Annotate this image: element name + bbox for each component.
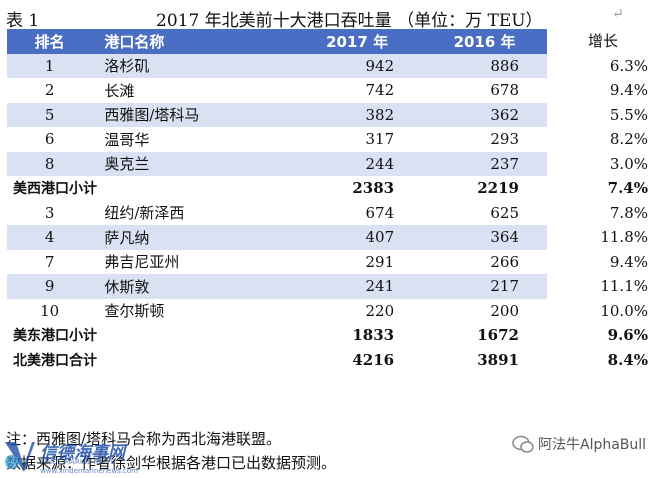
value-2016-cell: 266 — [490, 252, 519, 271]
growth-cell: 11.1% — [600, 277, 648, 295]
value-2016-cell: 886 — [422, 53, 547, 78]
alphabull-text: 阿法牛AlphaBull — [538, 437, 647, 453]
growth-cell: 6.3% — [609, 56, 648, 75]
table-header-row: 排名 港口名称 2017 年 2016 年 — [7, 29, 547, 54]
value-2016-cell: 362 — [422, 102, 547, 127]
data-source-note: 数据来源：作者徐剑华根据各港口已出数据预测。 — [6, 452, 336, 473]
rank-cell: 6 — [44, 130, 55, 149]
xinde-watermark: 信德海事网 XINDE MARINE NEWS www.xindemarinen… — [0, 434, 200, 478]
growth-cell: 8.2% — [609, 130, 648, 148]
rank-cell: 1 — [7, 53, 93, 78]
value-2017-cell: 742 — [365, 81, 395, 100]
table-row: 10 查尔斯顿 220 200 — [7, 299, 547, 324]
table-row: 1 洛杉矶 942 886 — [7, 53, 547, 78]
growth-cell: 7.4% — [607, 179, 648, 197]
value-2016-cell: 2219 — [477, 179, 519, 198]
port-name-cell: 查尔斯顿 — [104, 302, 165, 321]
caption-title: 2017 年北美前十大港口吞吐量 （单位：万 TEU） — [156, 11, 543, 31]
table-row: 4 萨凡纳 407 364 — [7, 225, 547, 250]
growth-cell: 9.4% — [609, 252, 648, 271]
value-2016-cell: 1672 — [477, 326, 519, 345]
value-2016-cell: 200 — [490, 301, 519, 320]
growth-cell: 11.8% — [600, 228, 648, 246]
growth-cell: 5.5% — [609, 105, 648, 124]
value-2016-cell: 293 — [490, 130, 519, 149]
value-2016-cell: 678 — [490, 81, 519, 100]
value-2017-cell: 291 — [365, 252, 395, 271]
data-source-text: 作者徐剑华根据各港口已出数据预测。 — [81, 454, 337, 472]
paragraph-mark-icon: ↵ — [612, 6, 624, 22]
value-2016-cell: 237 — [422, 151, 547, 176]
value-2017-cell: 220 — [365, 301, 395, 320]
value-2017-cell: 244 — [292, 151, 423, 176]
wechat-icon — [512, 435, 534, 453]
header-2016: 2016 年 — [422, 29, 547, 54]
header-growth: 增长 — [587, 32, 618, 50]
growth-cell: 9.4% — [609, 81, 648, 99]
value-2017-cell: 1833 — [352, 326, 395, 345]
rank-cell: 2 — [44, 81, 55, 100]
value-2017-cell: 241 — [292, 274, 423, 299]
port-name-cell: 休斯敦 — [92, 274, 293, 299]
value-2017-cell: 317 — [365, 130, 395, 149]
header-rank: 排名 — [7, 29, 93, 54]
rank-cell: 4 — [7, 225, 93, 250]
footnote: 注：西雅图/塔科马合称为西北海港联盟。 — [6, 430, 282, 448]
port-name-cell: 弗吉尼亚州 — [104, 253, 180, 272]
value-2016-cell: 625 — [490, 203, 519, 222]
table-row: 美东港口小计 1833 1672 — [7, 323, 547, 348]
value-2017-cell: 407 — [292, 225, 423, 250]
value-2017-cell: 2383 — [352, 179, 395, 198]
port-name-cell: 温哥华 — [104, 130, 150, 149]
growth-cell: 7.8% — [609, 203, 648, 222]
rank-cell: 9 — [7, 274, 93, 299]
xinde-watermark-sub: XINDE MARINE NEWS — [40, 458, 115, 466]
rank-cell: 10 — [40, 301, 60, 320]
value-2017-cell: 382 — [292, 102, 423, 127]
table-row: 7 弗吉尼亚州 291 266 — [7, 250, 547, 275]
header-port: 港口名称 — [92, 29, 293, 54]
value-2016-cell: 217 — [422, 274, 547, 299]
port-name-cell: 长滩 — [104, 81, 135, 100]
value-2016-cell: 364 — [422, 225, 547, 250]
port-name-cell: 纽约/新泽西 — [104, 204, 185, 223]
value-2016-cell: 3891 — [477, 350, 519, 369]
table-row: 美西港口小计 2383 2219 — [7, 176, 547, 201]
port-throughput-table: 排名 港口名称 2017 年 2016 年 1 洛杉矶 942 886 2 长滩 742 67… — [7, 29, 547, 372]
rank-cell: 3 — [44, 203, 55, 222]
value-2017-cell: 674 — [365, 203, 395, 222]
xinde-watermark-text: 信德海事网 — [40, 443, 125, 463]
port-name-cell: 西雅图/塔科马 — [92, 102, 293, 127]
port-name-cell: 萨凡纳 — [92, 225, 293, 250]
rank-cell: 5 — [7, 102, 93, 127]
table-row: 北美港口合计 4216 3891 — [7, 348, 547, 373]
table-row: 3 纽约/新泽西 674 625 — [7, 201, 547, 226]
table-row: 2 长滩 742 678 — [7, 78, 547, 103]
subtotal-label: 美西港口小计 — [13, 181, 97, 198]
table-caption: 表 1 2017 年北美前十大港口吞吐量 （单位：万 TEU） ↵ — [6, 4, 666, 31]
growth-cell: 3.0% — [609, 154, 648, 173]
growth-column: 增长 6.3% 9.4% 5.5% 8.2% 3.0% 7.4% 7.8% 11.8% 9.4%… — [548, 29, 658, 372]
value-2017-cell: 4216 — [352, 350, 395, 369]
rank-cell: 8 — [7, 151, 93, 176]
table-row: 8 奥克兰 244 237 — [7, 151, 547, 176]
table-row: 9 休斯敦 241 217 — [7, 274, 547, 299]
growth-cell: 8.4% — [607, 350, 648, 369]
value-2017-cell: 942 — [292, 53, 423, 78]
table-row: 5 西雅图/塔科马 382 362 — [7, 102, 547, 127]
alphabull-watermark: 阿法牛AlphaBull — [512, 432, 662, 458]
xinde-logo-icon — [5, 442, 35, 472]
xinde-watermark-url: www.xindemarinenews.com — [40, 467, 138, 475]
header-2017: 2017 年 — [292, 29, 423, 54]
caption-label: 表 1 — [6, 11, 40, 31]
subtotal-label: 美东港口小计 — [13, 328, 97, 345]
port-name-cell: 奥克兰 — [92, 151, 293, 176]
subtotal-label: 北美港口合计 — [13, 352, 97, 369]
growth-cell: 9.6% — [607, 326, 648, 344]
growth-cell: 10.0% — [600, 301, 648, 320]
port-name-cell: 洛杉矶 — [92, 53, 293, 78]
rank-cell: 7 — [44, 252, 55, 271]
table-row: 6 温哥华 317 293 — [7, 127, 547, 152]
